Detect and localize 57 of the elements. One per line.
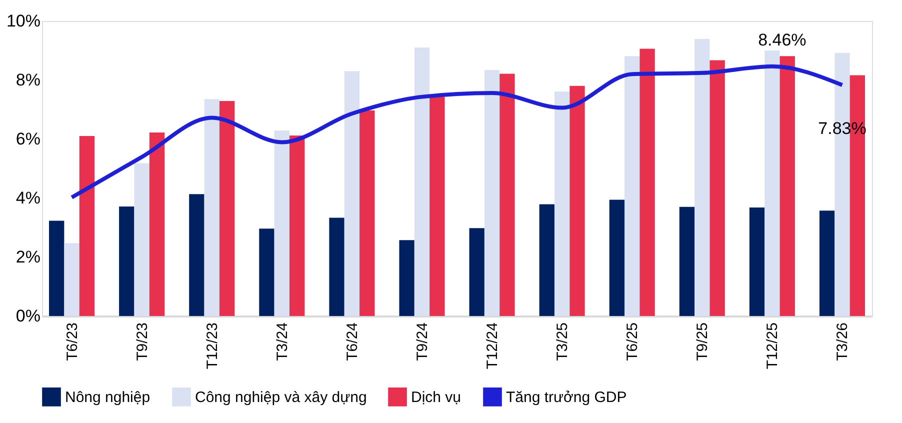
bar xyxy=(624,56,640,316)
bar xyxy=(189,194,204,316)
bar xyxy=(469,228,484,316)
x-tick-label: T3/25 xyxy=(554,322,572,361)
bar xyxy=(119,206,134,316)
x-tick-label: T12/23 xyxy=(204,322,221,370)
y-tick-label: 4% xyxy=(16,188,40,208)
x-tick-label: T3/24 xyxy=(274,322,291,361)
bar xyxy=(274,130,290,316)
bar xyxy=(134,163,150,316)
x-tick-label: T9/24 xyxy=(414,322,431,361)
bar xyxy=(430,96,445,316)
y-tick-label: 0% xyxy=(16,306,40,326)
bar xyxy=(360,110,375,316)
bar xyxy=(149,132,165,316)
bar xyxy=(79,136,95,316)
legend-label: Nông nghiệp xyxy=(65,388,150,406)
bar xyxy=(344,71,360,316)
bar xyxy=(554,92,570,316)
legend-label: Công nghiệp và xây dựng xyxy=(195,388,367,406)
bar xyxy=(819,210,835,316)
bar xyxy=(570,86,585,316)
y-tick-label: 6% xyxy=(16,130,40,148)
bar xyxy=(219,100,235,316)
bar xyxy=(49,220,64,316)
bar xyxy=(679,206,695,316)
y-tick-label: 2% xyxy=(16,248,40,266)
bar xyxy=(694,38,710,316)
bar xyxy=(640,48,655,316)
bar xyxy=(710,60,725,316)
bar xyxy=(259,228,274,316)
x-tick-label: T9/23 xyxy=(134,322,151,361)
bar xyxy=(399,240,414,316)
legend-label: Dịch vụ xyxy=(411,388,462,406)
bar xyxy=(484,70,500,316)
bar xyxy=(749,207,765,316)
bar xyxy=(289,135,305,316)
bar xyxy=(764,50,780,316)
x-tick-label: T6/25 xyxy=(624,322,642,361)
x-tick-label: T9/25 xyxy=(694,322,712,361)
x-tick-label: T12/24 xyxy=(484,322,502,370)
bar xyxy=(539,204,554,316)
bar xyxy=(780,56,795,316)
bar xyxy=(609,200,625,316)
x-tick-label: T6/24 xyxy=(344,322,361,361)
x-tick-label: T6/23 xyxy=(64,322,81,361)
bar xyxy=(329,218,344,316)
annotation: 8.46% xyxy=(758,30,806,50)
bar xyxy=(500,74,515,316)
y-tick-label: 8% xyxy=(16,70,40,90)
y-tick-label: 10% xyxy=(6,12,40,30)
x-tick-label: T3/26 xyxy=(834,322,852,361)
bar xyxy=(414,48,430,316)
bar xyxy=(64,243,80,316)
x-tick-label: T12/25 xyxy=(764,322,782,370)
legend-label: Tăng trưởng GDP xyxy=(506,388,627,406)
bar xyxy=(204,99,220,316)
